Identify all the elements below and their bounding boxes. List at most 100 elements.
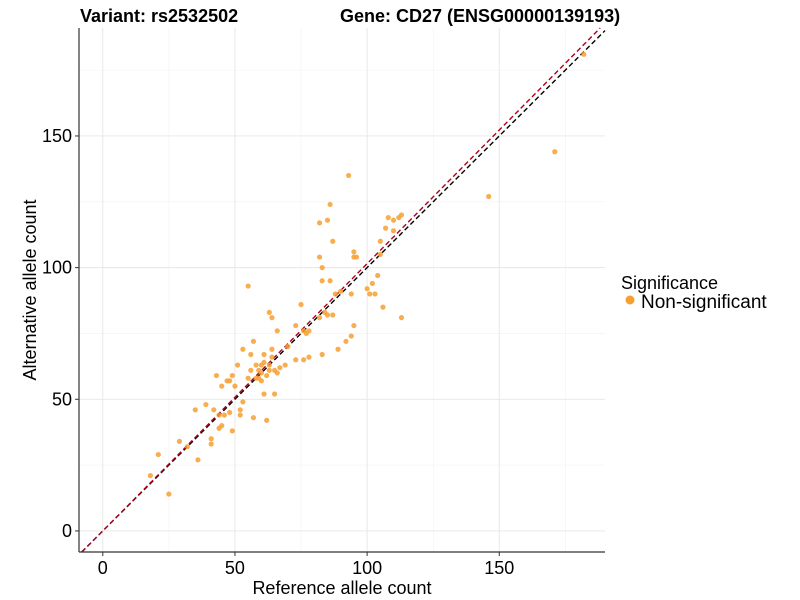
data-point (298, 301, 304, 308)
data-point (319, 265, 325, 271)
data-point (219, 383, 225, 389)
data-point (229, 372, 235, 379)
data-point (398, 212, 405, 218)
data-point (227, 378, 233, 384)
data-point (248, 367, 254, 373)
data-point (203, 401, 209, 408)
data-point (372, 291, 378, 297)
data-point (266, 309, 272, 315)
data-point (240, 346, 246, 352)
data-point (330, 238, 336, 244)
data-point (213, 372, 220, 379)
data-point (319, 351, 325, 358)
grid (79, 28, 605, 552)
data-point (351, 322, 357, 329)
data-point (277, 365, 283, 371)
data-point (285, 344, 291, 350)
data-point (208, 441, 214, 447)
chart-title-variant: Variant: rs2532502 (80, 6, 238, 26)
y-tick-label: 50 (52, 389, 72, 409)
data-point (552, 149, 558, 155)
data-point (330, 312, 336, 318)
data-point (269, 346, 275, 352)
data-point (324, 217, 331, 223)
data-point (261, 359, 267, 366)
data-point (316, 315, 323, 321)
data-point (353, 254, 360, 260)
axes (78, 28, 605, 553)
data-point (319, 278, 325, 284)
data-point (335, 346, 341, 352)
data-point (184, 444, 190, 450)
y-axis-title: Alternative allele count (20, 199, 40, 380)
data-point (240, 399, 246, 405)
data-point (327, 278, 333, 284)
data-point (316, 254, 323, 260)
data-point (301, 357, 307, 363)
data-point (346, 172, 352, 179)
data-point (390, 217, 397, 223)
data-point (155, 451, 161, 458)
data-point (219, 423, 225, 429)
x-tick-label: 100 (352, 558, 382, 578)
data-point (147, 473, 153, 479)
data-point (385, 214, 391, 221)
data-point (383, 225, 389, 231)
x-tick-label: 50 (225, 558, 245, 578)
data-point (176, 438, 183, 445)
data-point (486, 193, 492, 200)
data-point (266, 362, 272, 368)
reference-line-identity (81, 30, 606, 553)
y-tick-label: 0 (62, 521, 72, 541)
data-point (380, 304, 386, 310)
data-point (258, 378, 264, 384)
data-point (327, 201, 333, 208)
x-axis-title: Reference allele count (252, 578, 431, 598)
data-point (367, 291, 373, 297)
data-point (364, 286, 370, 292)
y-tick-label: 100 (42, 258, 72, 278)
data-point (274, 328, 280, 334)
data-points (147, 51, 587, 497)
data-point (245, 283, 251, 289)
data-point (227, 409, 233, 416)
data-point (390, 228, 397, 234)
y-tick-label: 150 (42, 126, 72, 146)
data-point (332, 291, 338, 297)
ticks: 0 50 100 150 0 50 100 150 (42, 126, 514, 578)
data-point (229, 428, 235, 434)
data-point (232, 383, 238, 389)
data-point (324, 312, 331, 318)
data-point (245, 375, 251, 381)
data-point (195, 457, 201, 463)
legend-swatch-non-significant (625, 295, 635, 305)
data-point (250, 415, 257, 421)
data-point (293, 357, 299, 363)
x-tick-label: 0 (98, 558, 108, 578)
data-point (348, 291, 354, 297)
data-point (166, 491, 172, 497)
data-point (250, 338, 257, 344)
legend-label-non-significant: Non-significant (641, 292, 767, 313)
legend: Significance Non-significant (621, 273, 767, 313)
data-point (261, 351, 267, 358)
reference-lines (81, 27, 606, 553)
data-point (237, 412, 243, 418)
data-point (237, 407, 243, 413)
data-point (248, 351, 254, 358)
data-point (377, 251, 383, 258)
data-point (264, 372, 270, 379)
data-point (216, 412, 222, 418)
data-point (271, 391, 278, 397)
data-point (306, 328, 312, 334)
data-point (343, 338, 349, 344)
data-point (253, 362, 259, 368)
data-point (258, 370, 264, 376)
data-point (274, 370, 280, 376)
chart-title-gene: Gene: CD27 (ENSG00000139193) (340, 6, 620, 26)
data-point (211, 407, 217, 413)
data-point (348, 333, 354, 339)
data-point (221, 412, 227, 418)
x-tick-label: 150 (484, 558, 514, 578)
data-point (208, 436, 214, 442)
